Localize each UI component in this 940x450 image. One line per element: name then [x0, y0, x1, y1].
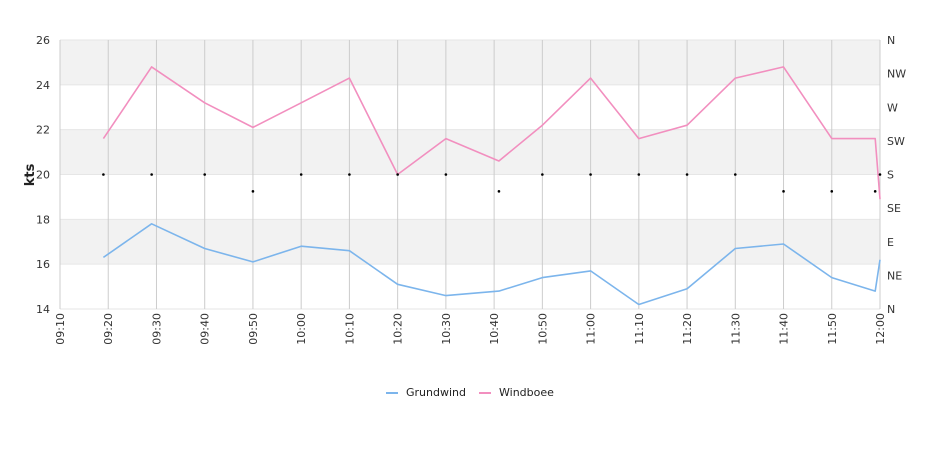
plot-band [60, 40, 880, 85]
right-axis-label: N [887, 34, 895, 47]
x-tick-label: 10:20 [392, 313, 405, 345]
direction-point [102, 173, 105, 176]
direction-markers [102, 173, 882, 193]
direction-point [878, 173, 882, 176]
direction-point [497, 190, 501, 193]
direction-point [830, 190, 834, 193]
direction-point [299, 173, 303, 176]
right-axis-label: NW [887, 68, 906, 81]
right-axis-label: NE [887, 269, 902, 282]
legend-item-grundwind[interactable]: Grundwind [386, 386, 466, 399]
y-axis-label: kts [23, 163, 38, 186]
y-tick-label: 24 [36, 79, 50, 92]
x-tick-label: 10:30 [440, 313, 453, 345]
right-axis-label: E [887, 236, 894, 249]
right-axis-label: SW [887, 135, 905, 148]
direction-point [150, 173, 153, 176]
horizontal-gridlines [60, 39, 880, 310]
legend-label: Grundwind [406, 386, 466, 399]
x-tick-label: 11:40 [778, 313, 791, 345]
plot-band [60, 219, 880, 265]
x-tick-label: 09:20 [102, 313, 115, 345]
plot-bands [60, 40, 880, 265]
x-tick-label: 09:50 [247, 313, 260, 345]
x-tick-label: 09:10 [54, 313, 67, 345]
x-tick-label: 11:10 [633, 313, 646, 345]
right-axis-direction-ticks: N NE E SE S SW W NW N [887, 34, 906, 316]
direction-point [685, 173, 689, 176]
x-tick-label: 10:10 [343, 313, 356, 345]
direction-point [541, 173, 544, 176]
x-axis-ticks: 09:10 09:20 09:30 09:40 09:50 10:00 10:10 10:20… [54, 313, 887, 345]
direction-point [589, 173, 592, 176]
direction-point [873, 190, 877, 193]
right-axis-label: S [887, 169, 894, 182]
direction-point [733, 173, 737, 176]
series-line-windboee [102, 66, 881, 200]
y-tick-label: 16 [36, 258, 50, 271]
x-tick-label: 09:40 [199, 313, 212, 345]
legend-label: Windboee [499, 386, 554, 399]
x-tick-label: 11:30 [729, 313, 742, 345]
x-tick-label: 10:00 [295, 313, 308, 345]
x-tick-label: 10:40 [488, 313, 501, 345]
y-tick-label: 18 [36, 213, 50, 226]
right-axis-label: W [887, 101, 898, 114]
y-tick-label: 20 [36, 169, 50, 182]
legend[interactable]: Grundwind Windboee [386, 386, 554, 399]
plot-band [60, 129, 880, 175]
right-axis-label: SE [887, 202, 901, 215]
y-tick-label: 22 [36, 124, 50, 137]
y-axis-ticks: 14 16 18 20 22 24 26 [36, 34, 50, 316]
direction-point [251, 190, 255, 193]
right-axis-label: N [887, 303, 895, 316]
x-tick-label: 11:20 [681, 313, 694, 345]
direction-point [637, 173, 641, 176]
direction-point [203, 173, 207, 176]
x-tick-label: 11:50 [826, 313, 839, 345]
x-tick-label: 11:00 [585, 313, 598, 345]
y-tick-label: 26 [36, 34, 50, 47]
direction-point [782, 190, 785, 193]
x-tick-label: 09:30 [150, 313, 163, 345]
legend-item-windboee[interactable]: Windboee [479, 386, 554, 399]
x-tick-label: 12:00 [874, 313, 887, 345]
series-line-grundwind [102, 223, 881, 306]
direction-point [396, 173, 399, 176]
y-tick-label: 14 [36, 303, 50, 316]
x-tick-label: 10:50 [536, 313, 549, 345]
direction-point [444, 173, 448, 176]
data-series [102, 66, 881, 306]
direction-point [348, 173, 351, 176]
